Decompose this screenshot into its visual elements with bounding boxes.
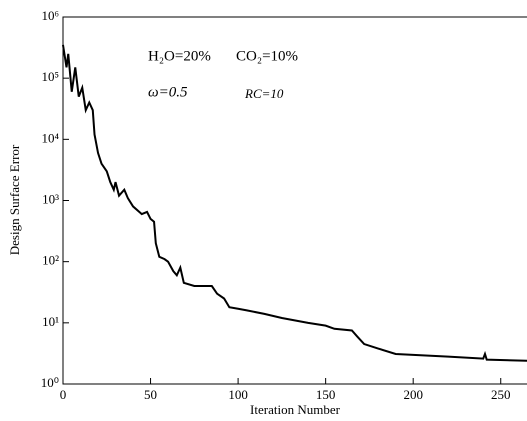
y-tick-label: 10⁵ [41,69,59,84]
x-tick-label: 250 [491,387,511,402]
x-tick-label: 100 [228,387,248,402]
y-tick-label: 10² [42,253,59,268]
y-tick-label: 10¹ [42,314,59,329]
annotation: H₂O=20% [148,48,211,64]
annotation: ω=0.5 [148,84,188,100]
x-tick-label: 150 [316,387,336,402]
plot-frame [62,16,527,385]
y-tick-label: 10³ [42,191,59,206]
y-tick-label: 10⁰ [41,375,59,390]
x-axis-label: Iteration Number [250,402,341,417]
x-tick-label: 0 [60,387,67,402]
y-tick-label: 10⁴ [41,130,59,145]
data-line [62,44,527,362]
x-tick-label: 50 [144,387,157,402]
x-tick-label: 200 [403,387,423,402]
y-axis-label: Design Surface Error [7,144,22,255]
annotation: CO₂=10% [236,48,298,64]
annotation: RC=10 [244,86,284,101]
y-tick-label: 10⁶ [41,8,59,23]
